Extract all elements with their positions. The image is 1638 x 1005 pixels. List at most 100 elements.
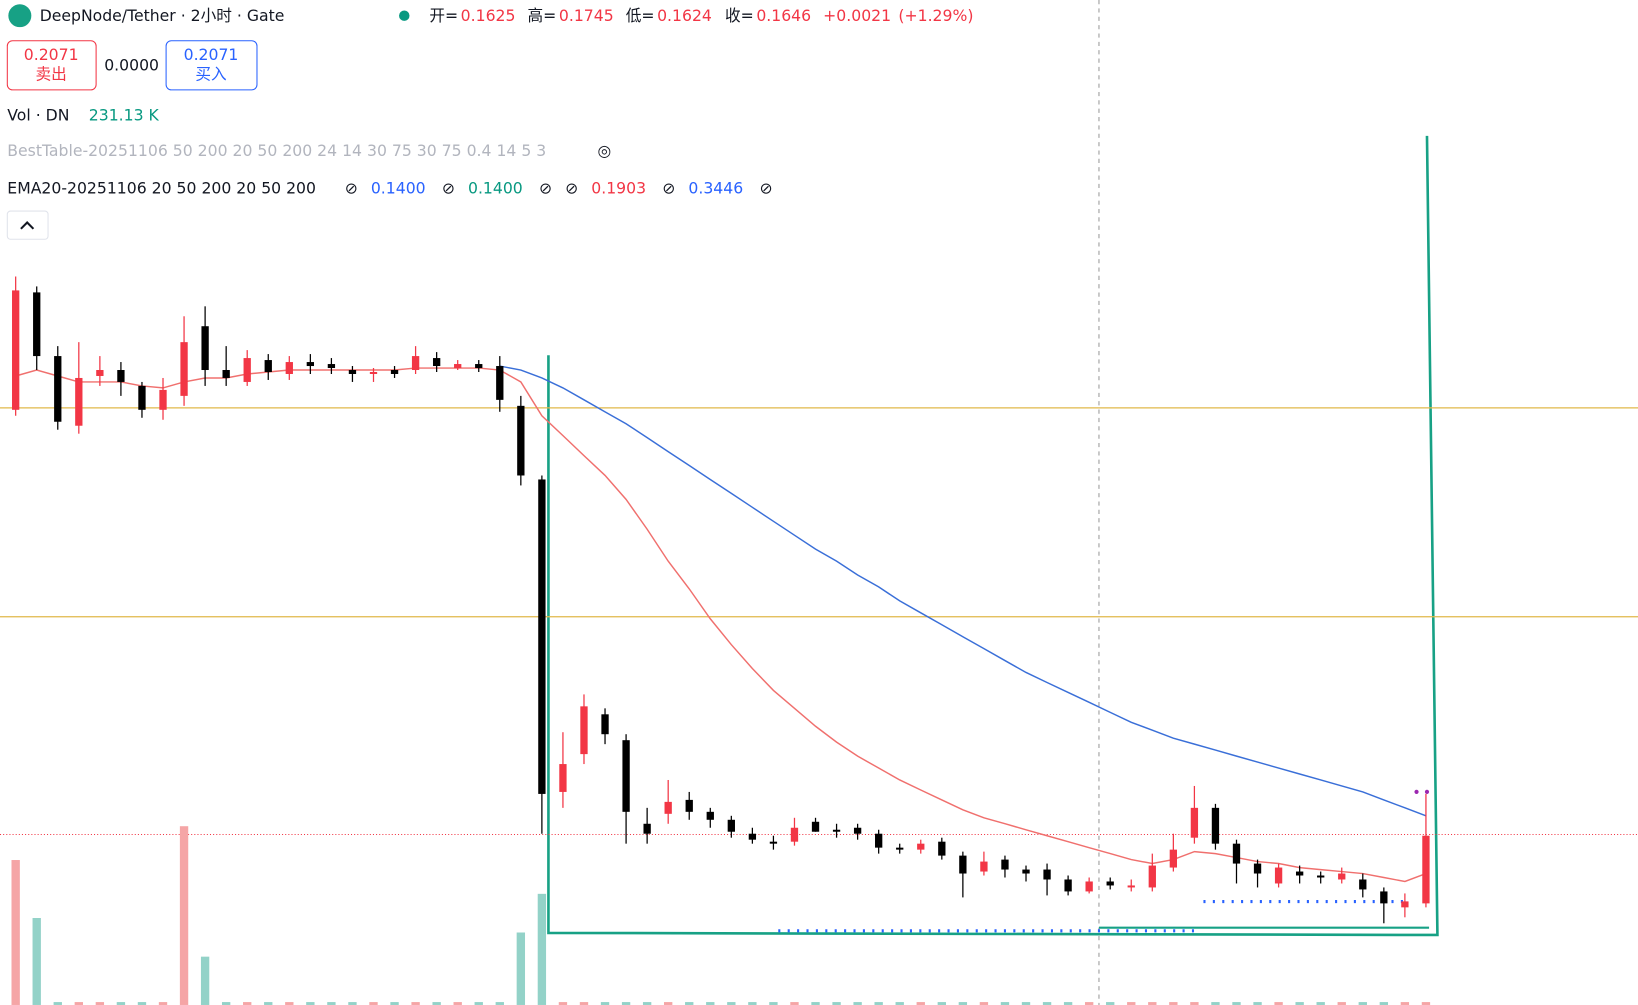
change: +0.0021: [823, 6, 891, 25]
volume-bar: [32, 918, 41, 1005]
volume-bar: [1358, 1002, 1367, 1005]
volume-bar: [1400, 1002, 1410, 1005]
candle-body: [75, 377, 83, 426]
candle-body: [1085, 881, 1093, 892]
candle-body: [1317, 875, 1325, 878]
candle-body: [664, 801, 672, 814]
candle-body: [938, 841, 946, 856]
candle-body: [1043, 869, 1051, 880]
volume-bar: [158, 1002, 168, 1005]
candle-body: [243, 358, 251, 382]
volume-bar: [1337, 1002, 1346, 1005]
candle-body: [306, 362, 315, 367]
volume-bar: [1042, 1002, 1052, 1005]
volume-bar: [1232, 1002, 1241, 1005]
volume-bar: [685, 1002, 694, 1005]
hide-icon[interactable]: ◎: [598, 141, 612, 160]
ohlc-value: 0.1745: [559, 6, 614, 25]
candle-body: [1211, 807, 1220, 844]
candle-body: [790, 827, 799, 842]
volume-bar: [895, 1002, 904, 1005]
volume-bar: [979, 1002, 989, 1005]
candle-body: [559, 764, 567, 792]
ema-line: [15, 367, 1427, 883]
volume-bar: [958, 1002, 968, 1005]
volume-bar: [285, 1002, 294, 1005]
volume-bar: [600, 1002, 610, 1005]
volume-bar: [432, 1002, 441, 1005]
volume-bar: [390, 1002, 399, 1005]
volume-bar: [853, 1002, 862, 1005]
sell-price[interactable]: 0.2071: [24, 45, 79, 64]
box-drawing: [547, 135, 1439, 937]
sell-button[interactable]: [6, 40, 97, 91]
volume-bar: [95, 1002, 105, 1005]
volume-bar: [1063, 1002, 1073, 1005]
ohlc-label: 开=: [429, 6, 458, 25]
volume-bar: [1274, 1002, 1283, 1005]
volume-bar: [1084, 1002, 1094, 1005]
candle-body: [853, 827, 862, 834]
spread: 0.0000: [104, 55, 159, 74]
candle-body: [706, 811, 714, 820]
candle-body: [1148, 865, 1156, 888]
candle-body: [811, 821, 820, 832]
candle-body: [96, 370, 104, 376]
buy-button[interactable]: [165, 40, 258, 91]
candle-body: [1380, 891, 1388, 904]
volume-bar: [748, 1002, 757, 1005]
candle-body: [390, 370, 399, 374]
candle-body: [33, 292, 41, 357]
candle-body: [454, 364, 462, 369]
candle-body: [12, 290, 20, 410]
volume-bar: [1211, 1002, 1220, 1005]
candle-body: [1169, 849, 1178, 868]
ema-off-icon: ⊘: [442, 179, 455, 198]
candle-body: [327, 364, 336, 369]
volume-bar: [558, 1002, 568, 1005]
volume-bar: [74, 1002, 83, 1005]
candle-body: [1338, 873, 1346, 880]
ohlc-value: 0.1625: [461, 6, 516, 25]
candle-body: [180, 342, 188, 396]
sell-label[interactable]: 卖出: [36, 65, 67, 84]
volume-bar: [1316, 1002, 1325, 1005]
volume-bar: [1253, 1002, 1262, 1005]
candle-body: [201, 326, 209, 371]
candle-body: [832, 829, 841, 832]
volume-bar: [621, 1002, 631, 1005]
candle-body: [1401, 901, 1409, 908]
candle-body: [538, 479, 546, 794]
ema-values: ⊘ 0.1400 ⊘ 0.1400 ⊘ ⊘ 0.1903 ⊘ 0.3446 ⊘: [345, 179, 773, 198]
candle-body: [685, 799, 693, 812]
volume-bar: [1148, 1002, 1157, 1005]
marker: [1424, 789, 1430, 794]
candle-body: [1253, 863, 1262, 874]
candle-body: [264, 360, 272, 372]
candle-body: [580, 706, 588, 755]
volume-bar: [516, 932, 526, 1005]
volume-bar: [1021, 1002, 1031, 1005]
candle-body: [643, 823, 651, 834]
candle-body: [117, 370, 125, 382]
volume-bar: [790, 1002, 799, 1005]
volume-bar: [243, 1002, 252, 1005]
volume-bar: [411, 1002, 420, 1005]
volume-bar: [495, 1002, 504, 1005]
candle-body: [159, 389, 167, 410]
volume-bar: [369, 1002, 378, 1005]
volume-bar: [706, 1002, 715, 1005]
volume-bar: [1106, 1002, 1115, 1005]
candle-body: [475, 364, 483, 369]
change-pct: (+1.29%): [898, 6, 973, 25]
candle-body: [769, 841, 778, 844]
ohlc-label: 高=: [528, 6, 557, 25]
ema-value: 0.1400: [371, 179, 426, 198]
buy-label[interactable]: 买入: [195, 65, 227, 84]
candle-body: [748, 833, 757, 840]
buy-price[interactable]: 0.2071: [184, 45, 239, 64]
volume-bar: [221, 1002, 231, 1005]
collapse-button[interactable]: [6, 210, 49, 240]
ema-off-icon: ⊘: [539, 179, 552, 198]
